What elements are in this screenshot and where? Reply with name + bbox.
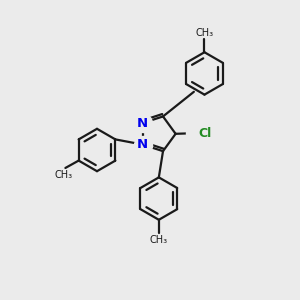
Text: Cl: Cl [198, 127, 212, 140]
Text: N: N [137, 138, 148, 151]
Text: N: N [137, 117, 148, 130]
Text: CH₃: CH₃ [150, 235, 168, 244]
Text: CH₃: CH₃ [55, 170, 73, 180]
Text: CH₃: CH₃ [195, 28, 214, 38]
